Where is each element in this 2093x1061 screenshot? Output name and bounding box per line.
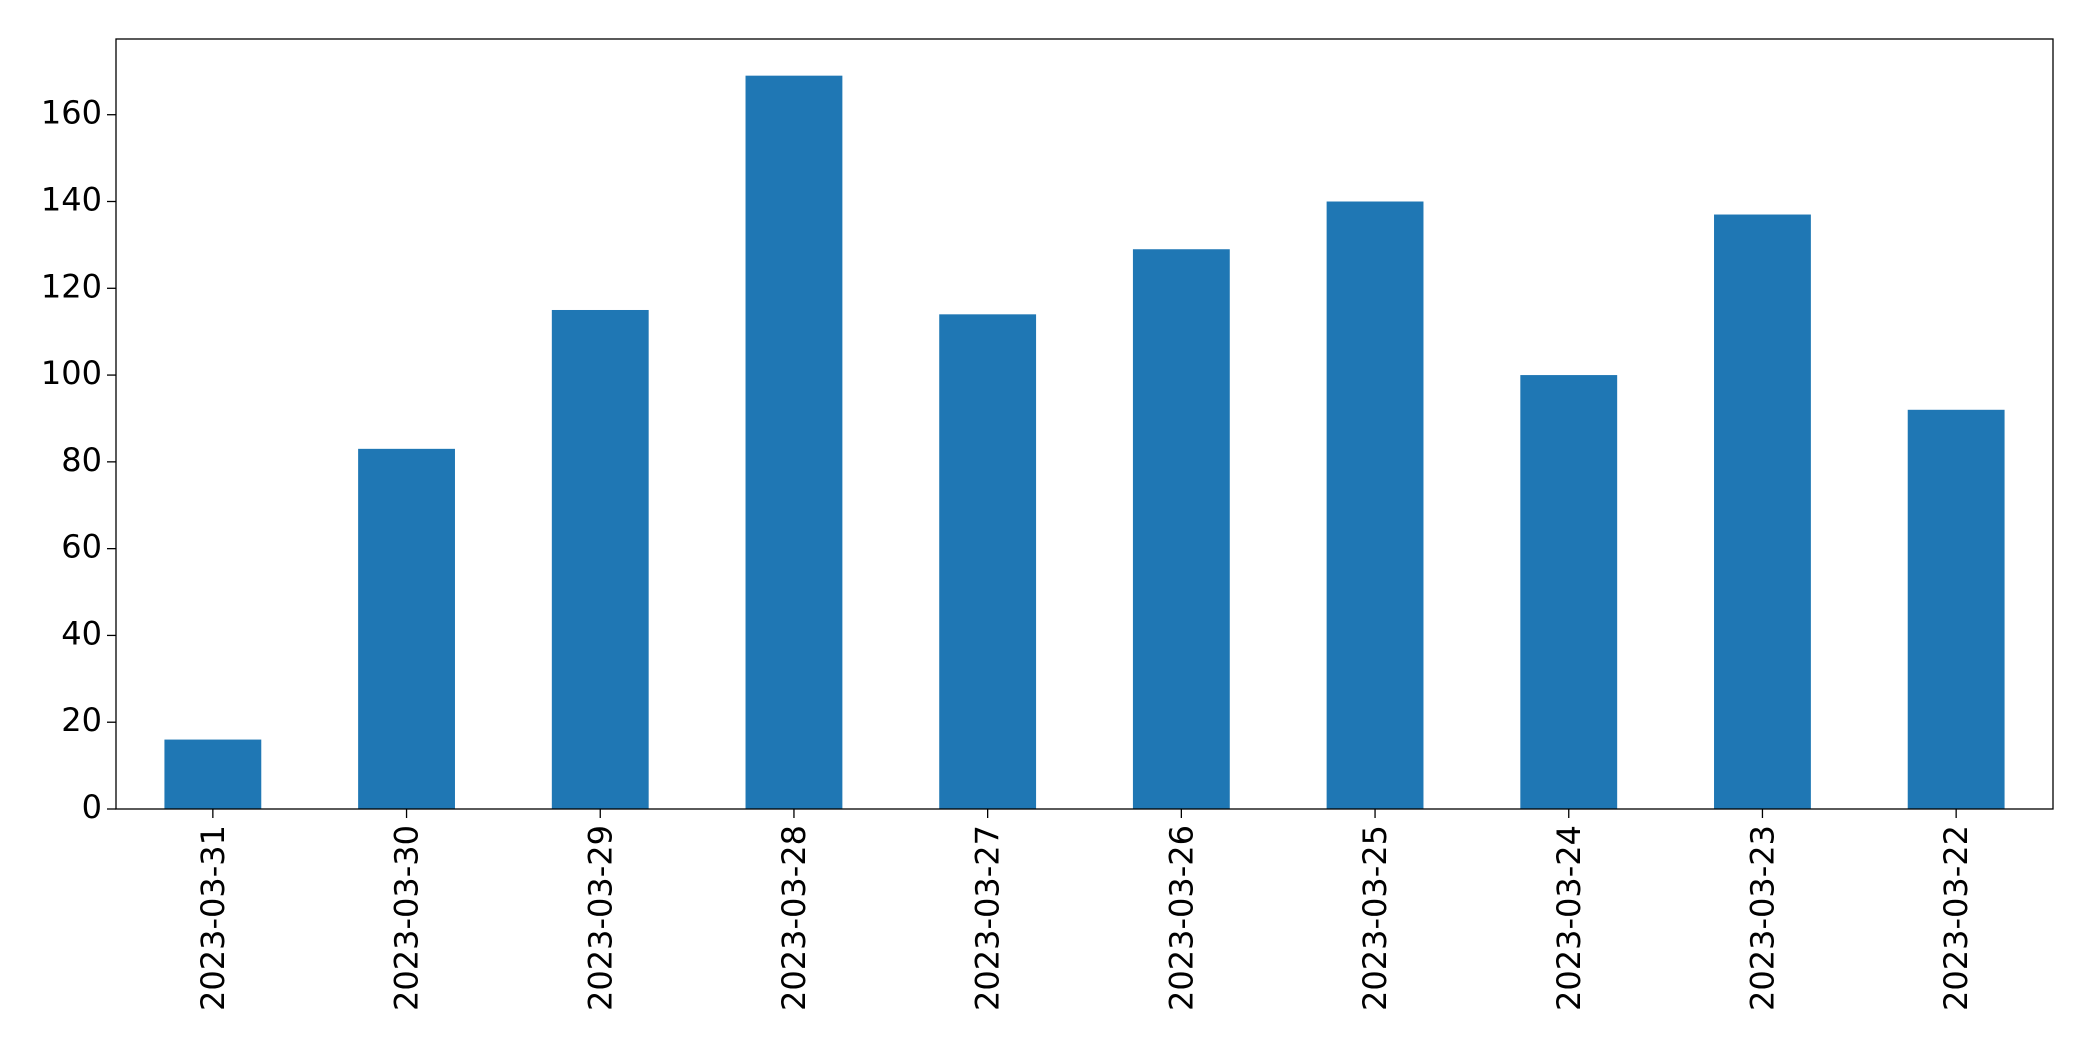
x-tick-label: 2023-03-28 — [775, 825, 813, 1011]
x-tick-label: 2023-03-26 — [1162, 825, 1200, 1011]
bar — [1520, 375, 1618, 809]
bar — [358, 448, 455, 809]
x-tick-label: 2023-03-30 — [388, 825, 426, 1011]
x-tick-label: 2023-03-31 — [194, 825, 232, 1011]
y-tick-label: 120 — [41, 267, 102, 305]
x-tick-label: 2023-03-25 — [1356, 825, 1394, 1011]
bar — [745, 75, 843, 809]
x-tick-label: 2023-03-23 — [1743, 825, 1781, 1011]
y-tick-label: 20 — [61, 701, 102, 739]
y-tick-label: 80 — [61, 441, 102, 479]
bar — [1907, 409, 2005, 809]
bar — [1132, 249, 1230, 809]
x-tick-label: 2023-03-22 — [1937, 825, 1975, 1011]
y-tick-label: 60 — [61, 528, 102, 566]
plot-frame — [115, 38, 2054, 810]
bar — [164, 739, 262, 809]
bar — [551, 309, 649, 809]
x-tick-label: 2023-03-24 — [1550, 825, 1588, 1011]
y-tick-label: 140 — [41, 181, 102, 219]
bar — [939, 314, 1037, 809]
y-tick-label: 160 — [41, 94, 102, 132]
bar — [1326, 201, 1424, 809]
bar — [1714, 214, 1811, 809]
x-tick-label: 2023-03-29 — [581, 825, 619, 1011]
y-tick-label: 0 — [82, 788, 102, 826]
y-tick-label: 40 — [61, 614, 102, 652]
y-tick-label: 100 — [41, 354, 102, 392]
x-tick-label: 2023-03-27 — [969, 825, 1007, 1011]
